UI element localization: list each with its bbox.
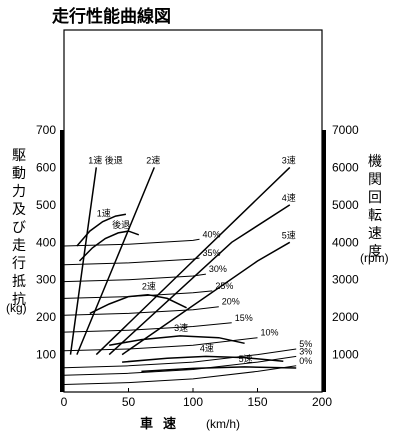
y-tick-right: 6000	[332, 160, 359, 174]
x-tick: 50	[122, 395, 136, 409]
series-line-resistance	[63, 290, 213, 299]
series-line-engine_speed	[121, 241, 291, 356]
left-tick-bar	[60, 130, 64, 392]
y-tick-left: 100	[36, 348, 56, 362]
y-tick-left: 200	[36, 310, 56, 324]
series-label: 10%	[261, 328, 279, 338]
series-line-resistance	[63, 306, 219, 316]
series-label: 2速	[146, 155, 160, 165]
series-label: 5%	[299, 339, 312, 349]
y-axis-label-left: 駆動力及び走行抵抗	[12, 148, 26, 308]
y-tick-right: 3000	[332, 273, 359, 287]
x-tick: 0	[61, 395, 68, 409]
series-label: 30%	[209, 264, 227, 274]
y-tick-left: 400	[36, 235, 56, 249]
series-label: 5速	[282, 230, 296, 240]
series-line-engine_speed	[95, 166, 291, 356]
x-axis-unit: (km/h)	[206, 417, 240, 431]
y-tick-right: 4000	[332, 235, 359, 249]
y-tick-right: 1000	[332, 348, 359, 362]
series-line-resistance	[63, 355, 297, 376]
series-line-resistance	[63, 365, 297, 385]
series-line-engine_speed	[76, 167, 155, 355]
series-line-resistance	[63, 238, 200, 247]
y-ticks-right: 1000 2000 3000 4000 5000 6000 7000	[332, 123, 359, 362]
x-tick: 100	[183, 395, 203, 409]
series-line-resistance	[63, 273, 206, 283]
series-label: 3速	[282, 155, 296, 165]
y-tick-right: 5000	[332, 198, 359, 212]
series-label: 40%	[202, 229, 220, 239]
series-label: 0%	[299, 356, 312, 366]
series-line-resistance	[63, 337, 258, 352]
y-tick-left: 700	[36, 123, 56, 137]
x-tick: 150	[247, 395, 267, 409]
y-axis-label-right: 機関回転速度	[368, 154, 382, 260]
y-ticks-left: 100 200 300 400 500 600 700	[36, 123, 56, 362]
series-label: 3%	[299, 346, 312, 356]
y-tick-right: 7000	[332, 123, 359, 137]
series-label: 1速 後退	[88, 154, 123, 165]
x-ticks: 0 50 100 150 200	[61, 388, 332, 409]
series-label: 4速	[200, 343, 214, 353]
y-tick-left: 300	[36, 273, 56, 287]
y-tick-left: 500	[36, 198, 56, 212]
series-label: 後退	[112, 219, 130, 230]
series-label: 20%	[222, 297, 240, 307]
svg-text:機関回転速度: 機関回転速度	[368, 154, 382, 260]
svg-text:駆動力及び走行抵抗: 駆動力及び走行抵抗	[12, 148, 26, 308]
series-line-engine_speed	[108, 204, 291, 356]
chart-title: 走行性能曲線図	[52, 6, 171, 27]
series-line-drive_force	[78, 230, 140, 262]
y-tick-left: 600	[36, 160, 56, 174]
y-tick-right: 2000	[332, 310, 359, 324]
series-label: 25%	[215, 281, 233, 291]
series-label: 4速	[282, 193, 296, 203]
x-tick: 200	[312, 395, 332, 409]
x-axis-label: 車速	[140, 416, 186, 432]
series-label: 2速	[142, 282, 156, 292]
y-axis-unit-left: (kg)	[6, 301, 27, 315]
series-line-engine_speed	[69, 167, 98, 355]
series-line-resistance	[63, 348, 297, 369]
series-line-drive_force	[76, 213, 127, 247]
series-label: 5速	[239, 354, 253, 364]
series-line-drive_force	[122, 355, 284, 363]
y-axis-unit-right: (rpm)	[360, 251, 389, 265]
series-line-drive_force	[109, 335, 245, 346]
series-line-drive_force	[141, 366, 297, 373]
series-label: 3速	[174, 323, 188, 333]
series-label: 35%	[202, 248, 220, 258]
series-label: 15%	[235, 313, 253, 323]
right-tick-bar	[322, 130, 326, 392]
series-label: 1速	[97, 209, 111, 219]
